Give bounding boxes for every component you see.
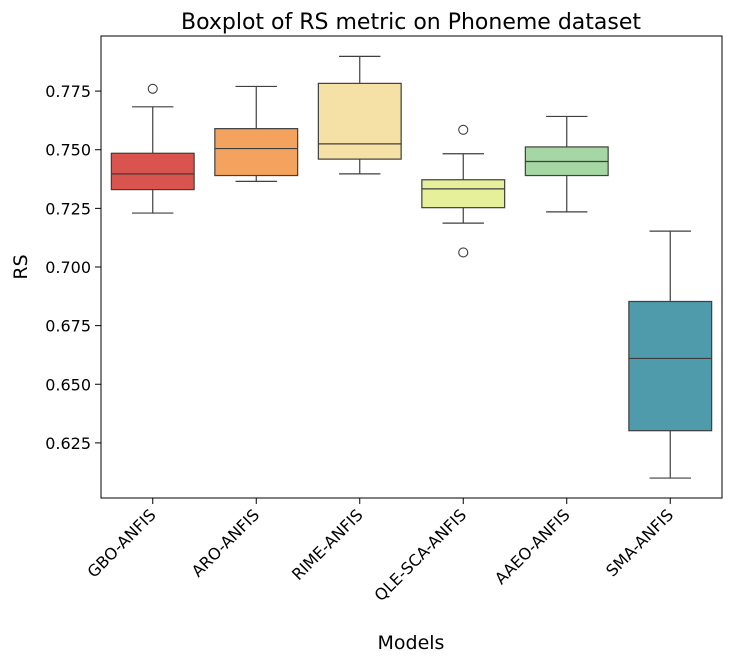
x-tick-label: SMA-ANFIS <box>602 505 677 580</box>
x-tick-label: ARO-ANFIS <box>188 505 263 580</box>
y-tick-label: 0.775 <box>45 82 91 101</box>
box-group-sma-anfis <box>628 230 713 479</box>
box-iqr <box>214 128 299 177</box>
box-group-aro-anfis <box>214 85 299 183</box>
outlier-point <box>458 247 469 258</box>
y-axis-label: RS <box>10 254 32 279</box>
y-tick-label: 0.725 <box>45 199 91 218</box>
boxes-layer <box>110 55 713 479</box>
chart-title: Boxplot of RS metric on Phoneme dataset <box>181 10 641 35</box>
y-tick-label: 0.625 <box>45 434 91 453</box>
x-axis-label: Models <box>378 632 445 654</box>
box-group-aaeo-anfis <box>524 115 609 213</box>
y-axis: 0.625 0.650 0.675 0.700 0.725 0.750 0.775 <box>45 82 101 453</box>
y-tick-label: 0.650 <box>45 375 91 394</box>
y-tick-label: 0.700 <box>45 258 91 277</box>
box-iqr <box>110 152 195 191</box>
box-group-rime-anfis <box>317 55 402 175</box>
box-iqr <box>628 300 713 432</box>
box-group-qle-sca-anfis <box>421 124 506 258</box>
box-iqr <box>317 82 402 160</box>
box-iqr <box>421 179 506 209</box>
x-tick-label: AAEO-ANFIS <box>491 505 574 588</box>
x-axis: GBO-ANFIS ARO-ANFIS RIME-ANFIS QLE-SCA-ANFI… <box>84 498 677 605</box>
outlier-point <box>458 124 469 135</box>
y-tick-label: 0.675 <box>45 317 91 336</box>
y-tick-label: 0.750 <box>45 141 91 160</box>
x-tick-label: GBO-ANFIS <box>84 505 160 581</box>
x-tick-label: RIME-ANFIS <box>288 505 367 584</box>
box-group-gbo-anfis <box>110 83 195 214</box>
x-tick-label: QLE-SCA-ANFIS <box>371 505 471 605</box>
outlier-point <box>147 83 158 94</box>
